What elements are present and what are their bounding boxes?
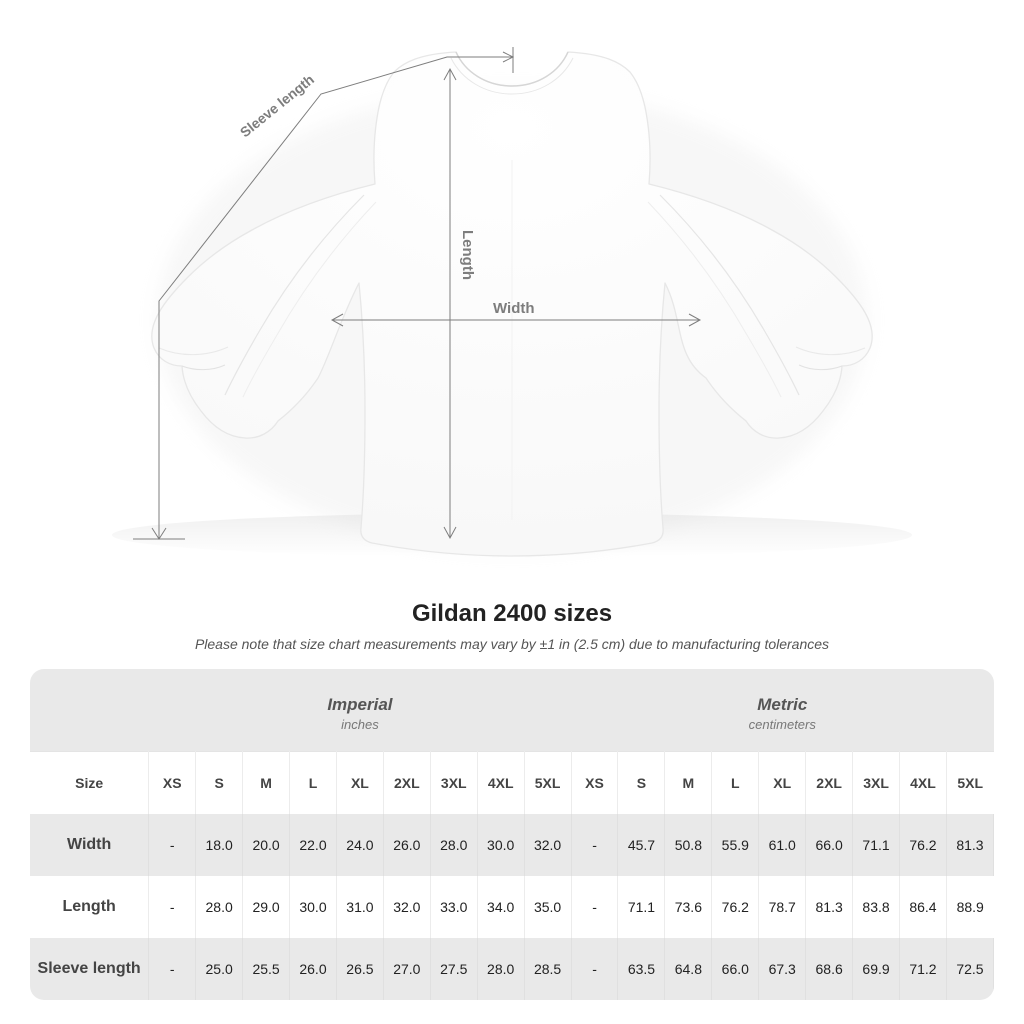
svg-text:Sleeve length: Sleeve length <box>237 71 317 140</box>
svg-text:Width: Width <box>493 300 535 317</box>
svg-text:Length: Length <box>459 230 476 280</box>
